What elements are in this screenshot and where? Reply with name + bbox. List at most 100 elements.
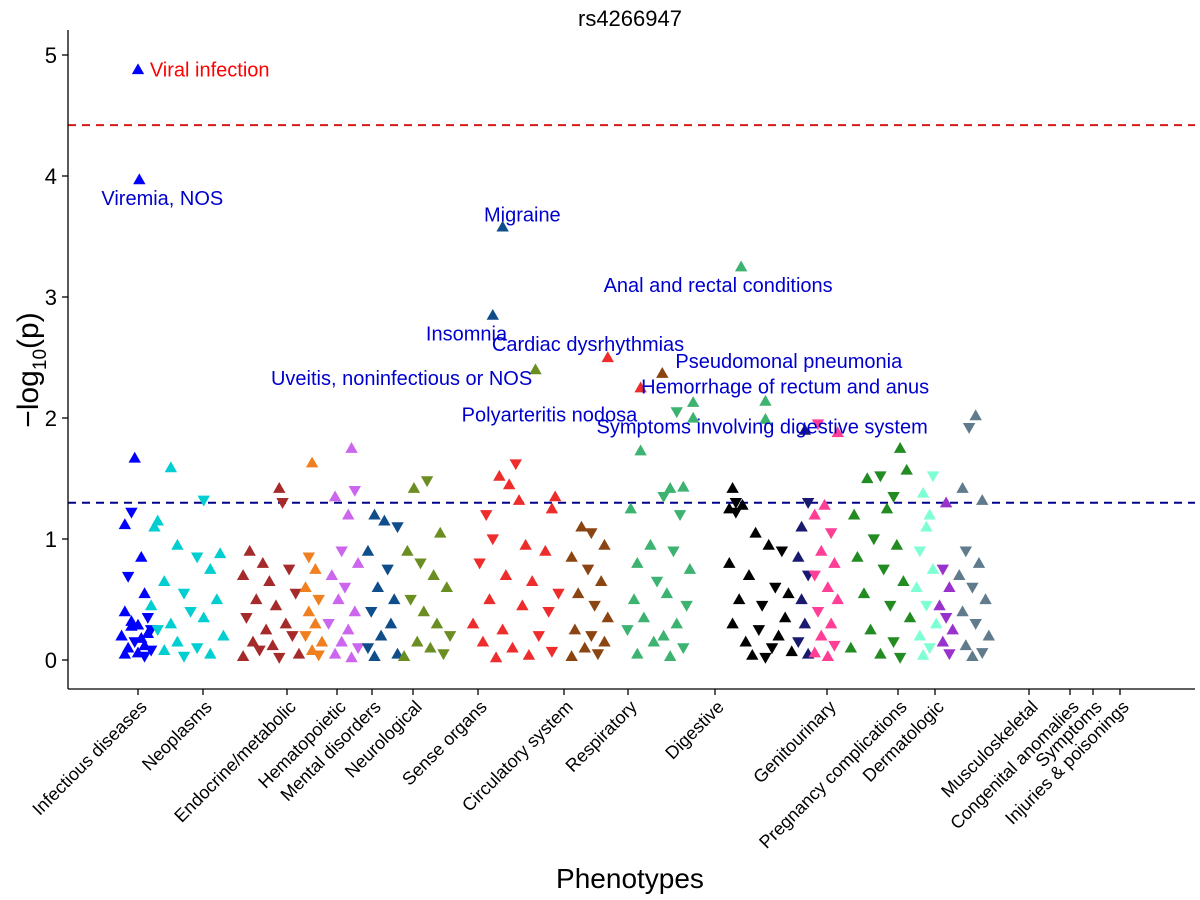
data-point xyxy=(480,510,493,521)
data-point xyxy=(133,173,146,185)
data-point xyxy=(966,650,979,662)
data-point xyxy=(824,528,838,540)
data-point xyxy=(621,625,634,636)
data-point xyxy=(489,651,503,663)
data-point xyxy=(910,581,923,593)
data-point xyxy=(923,508,936,520)
data-point xyxy=(831,593,844,605)
data-point xyxy=(969,619,982,630)
data-point xyxy=(273,652,286,664)
data-point xyxy=(769,582,782,594)
data-point xyxy=(815,544,828,556)
data-point xyxy=(164,617,178,629)
data-point xyxy=(309,563,322,574)
data-point xyxy=(391,647,404,659)
data-point xyxy=(956,605,969,617)
data-point xyxy=(141,613,155,624)
data-point xyxy=(325,569,339,580)
data-point xyxy=(512,494,526,505)
data-point xyxy=(217,629,230,641)
data-point xyxy=(361,544,375,556)
data-point xyxy=(309,617,322,629)
data-point xyxy=(792,550,805,562)
data-point xyxy=(259,623,273,635)
data-point xyxy=(516,599,529,611)
data-point xyxy=(775,546,789,558)
data-point xyxy=(282,564,296,576)
data-point xyxy=(118,605,132,617)
data-point xyxy=(726,481,739,493)
data-point xyxy=(900,463,913,475)
data-point xyxy=(236,569,250,580)
data-point xyxy=(411,635,424,647)
data-point xyxy=(930,617,943,629)
data-point xyxy=(256,557,270,568)
data-point xyxy=(785,645,798,657)
data-point xyxy=(177,651,191,663)
data-point xyxy=(128,451,141,463)
data-point xyxy=(177,588,191,600)
data-point xyxy=(312,594,325,606)
data-point xyxy=(792,637,805,649)
data-point xyxy=(138,651,151,663)
point-annotation: Pseudomonal pneumonia xyxy=(675,351,903,373)
data-point xyxy=(631,647,644,659)
data-point xyxy=(125,619,138,631)
data-point xyxy=(811,606,825,618)
data-point xyxy=(759,652,772,664)
data-point xyxy=(115,629,128,641)
y-axis-label: −log10(p) xyxy=(12,312,51,427)
point-annotation: Anal and rectal conditions xyxy=(604,275,833,297)
data-point xyxy=(503,478,516,490)
plot-area: Viral infection Viremia, NOS Migraine Anal … xyxy=(68,60,1195,664)
data-point xyxy=(240,613,253,624)
data-point xyxy=(305,456,319,468)
point-annotation: Polyarteritis nodosa xyxy=(462,404,639,426)
data-point xyxy=(368,650,381,662)
data-point xyxy=(874,471,887,483)
data-point xyxy=(151,625,164,636)
data-point xyxy=(197,611,210,623)
data-point xyxy=(571,587,585,599)
data-point xyxy=(437,649,450,661)
data-point xyxy=(342,508,355,520)
data-point xyxy=(877,564,890,576)
data-point xyxy=(732,593,746,605)
data-point xyxy=(138,587,151,599)
data-point xyxy=(959,639,973,651)
data-point xyxy=(365,606,378,618)
data-point xyxy=(867,534,881,546)
data-point xyxy=(253,645,266,657)
point-annotation: Insomnia xyxy=(426,323,508,345)
data-point xyxy=(667,546,680,558)
data-point xyxy=(184,606,197,618)
data-point xyxy=(213,547,227,559)
data-point xyxy=(818,498,831,510)
data-point xyxy=(332,593,345,605)
data-point xyxy=(466,617,480,629)
y-axis-ticks: 0 1 2 3 4 5 xyxy=(45,43,68,673)
data-point xyxy=(831,426,844,438)
data-point xyxy=(578,641,591,653)
data-point xyxy=(598,635,611,647)
data-point xyxy=(759,394,772,406)
data-point xyxy=(148,520,161,532)
data-point xyxy=(808,646,821,658)
data-point xyxy=(158,644,171,655)
data-point xyxy=(269,599,283,611)
data-point xyxy=(647,635,660,647)
data-point xyxy=(250,593,263,605)
data-point xyxy=(821,581,835,593)
data-point xyxy=(351,557,365,568)
data-point xyxy=(953,569,966,580)
data-point xyxy=(893,652,907,664)
data-point xyxy=(808,570,821,582)
data-point xyxy=(729,498,743,509)
data-point xyxy=(976,494,989,505)
data-point xyxy=(663,650,677,662)
data-point xyxy=(486,308,499,320)
data-point xyxy=(171,635,184,647)
data-point xyxy=(342,623,355,635)
data-point xyxy=(302,552,316,564)
